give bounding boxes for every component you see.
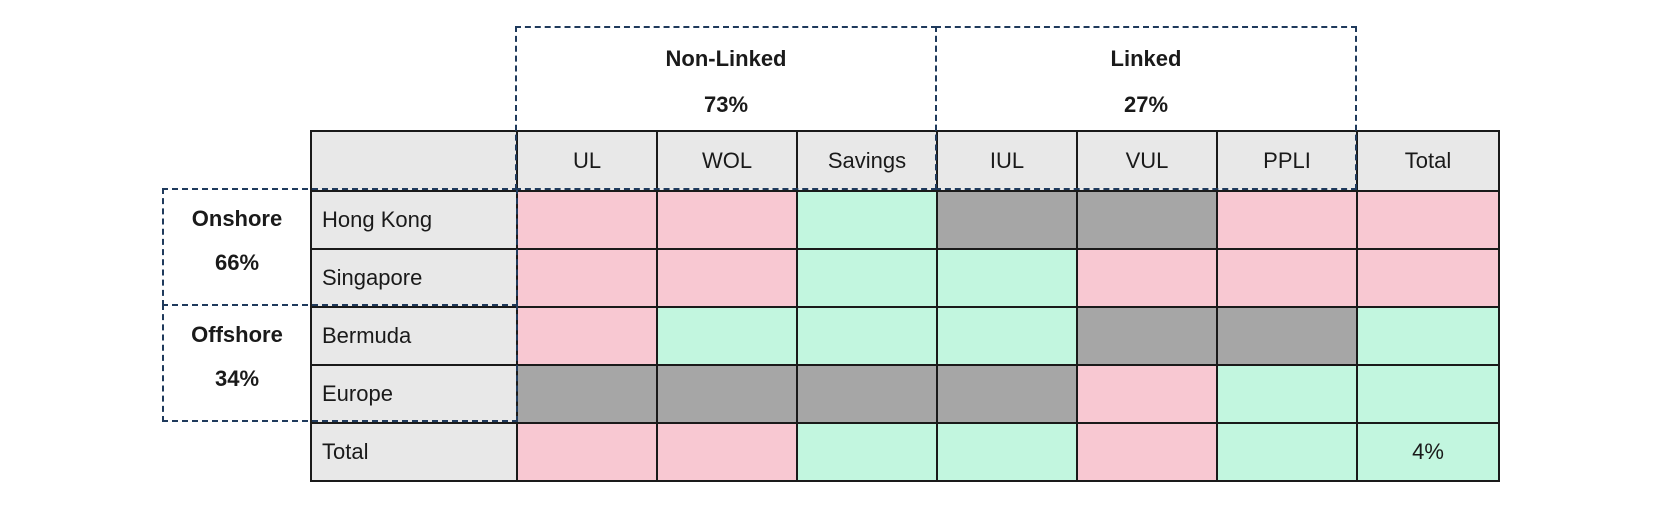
row-label-bermuda: Bermuda — [310, 306, 520, 366]
column-header-iul: IUL — [936, 130, 1078, 192]
onshore-share: 66% — [214, 250, 260, 275]
linked-header: Linked 27% — [936, 36, 1356, 128]
onshore-label: Onshore — [191, 206, 283, 231]
cell-singapore-wol — [656, 248, 798, 308]
non-linked-header: Non-Linked 73% — [516, 36, 936, 128]
cell-europe-wol — [656, 364, 798, 424]
cell-europe-ppli — [1216, 364, 1358, 424]
cell-total-savings — [796, 422, 938, 482]
offshore-header: Offshore 34% — [163, 313, 311, 401]
cell-bermuda-iul — [936, 306, 1078, 366]
row-label-total: Total — [310, 422, 520, 482]
cell-bermuda-ul — [516, 306, 658, 366]
column-header-wol: WOL — [656, 130, 798, 192]
cell-hong-kong-vul — [1076, 190, 1218, 250]
cell-hong-kong-wol — [656, 190, 798, 250]
cell-hong-kong-iul — [936, 190, 1078, 250]
cell-singapore-vul — [1076, 248, 1218, 308]
cell-bermuda-ppli — [1216, 306, 1358, 366]
offshore-share: 34% — [214, 366, 260, 391]
column-header-vul: VUL — [1076, 130, 1218, 192]
cell-singapore-iul — [936, 248, 1078, 308]
column-header-ul: UL — [516, 130, 658, 192]
cell-bermuda-vul — [1076, 306, 1218, 366]
column-header-total: Total — [1356, 130, 1500, 192]
cell-hong-kong-savings — [796, 190, 938, 250]
cell-total-ppli — [1216, 422, 1358, 482]
cell-hong-kong-ul — [516, 190, 658, 250]
cell-total-wol — [656, 422, 798, 482]
column-header-savings: Savings — [796, 130, 938, 192]
row-label-europe: Europe — [310, 364, 520, 424]
cell-singapore-total — [1356, 248, 1500, 308]
non-linked-label: Non-Linked — [665, 46, 787, 71]
cell-total-vul — [1076, 422, 1218, 482]
corner-cell — [310, 130, 520, 192]
cell-bermuda-wol — [656, 306, 798, 366]
cell-europe-ul — [516, 364, 658, 424]
cell-europe-vul — [1076, 364, 1218, 424]
cell-europe-total — [1356, 364, 1500, 424]
cell-hong-kong-total — [1356, 190, 1500, 250]
cell-singapore-savings — [796, 248, 938, 308]
cell-bermuda-total — [1356, 306, 1500, 366]
column-header-ppli: PPLI — [1216, 130, 1358, 192]
cell-hong-kong-ppli — [1216, 190, 1358, 250]
cell-total-ul — [516, 422, 658, 482]
row-label-hong-kong: Hong Kong — [310, 190, 520, 250]
non-linked-share: 73% — [703, 92, 749, 117]
linked-label: Linked — [1110, 46, 1182, 71]
cell-total-iul — [936, 422, 1078, 482]
cell-singapore-ppli — [1216, 248, 1358, 308]
onshore-header: Onshore 66% — [163, 197, 311, 285]
cell-europe-savings — [796, 364, 938, 424]
cell-singapore-ul — [516, 248, 658, 308]
offshore-label: Offshore — [191, 322, 283, 347]
row-label-singapore: Singapore — [310, 248, 520, 308]
linked-share: 27% — [1123, 92, 1169, 117]
cell-total-total: 4% — [1356, 422, 1500, 482]
cell-bermuda-savings — [796, 306, 938, 366]
cell-europe-iul — [936, 364, 1078, 424]
